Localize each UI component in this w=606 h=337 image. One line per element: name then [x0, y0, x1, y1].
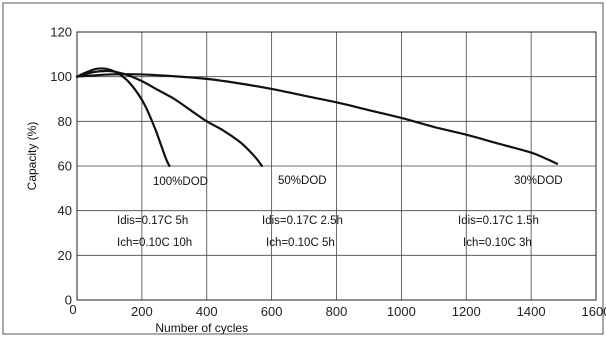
x-tick-label: 1200 — [452, 304, 481, 319]
annotation-idis-30: Idis=0.17C 1.5h — [458, 215, 539, 227]
annotation-label-100: 100%DOD — [153, 176, 208, 188]
x-axis-label: Number of cycles — [155, 321, 248, 335]
annotation-idis-100: Idis=0.17C 5h — [117, 215, 188, 227]
y-tick-label: 80 — [58, 114, 72, 129]
y-axis-label: Capacity (%) — [25, 122, 39, 191]
x-tick-label: 400 — [196, 304, 218, 319]
x-tick-label: 1400 — [517, 304, 546, 319]
y-tick-label: 20 — [58, 248, 72, 263]
annotation-label-50: 50%DOD — [278, 175, 327, 187]
annotation-ich-100: Ich=0.10C 10h — [117, 237, 192, 249]
y-tick-label: 0 — [65, 293, 72, 308]
x-tick-label: 1600 — [582, 304, 606, 319]
x-tick-label: 0 — [69, 302, 76, 317]
series-line-3 — [75, 73, 559, 165]
x-tick-label: 1000 — [387, 304, 416, 319]
annotation-idis-50: Idis=0.17C 2.5h — [262, 215, 343, 227]
y-tick-label: 100 — [50, 69, 72, 84]
series-line-1 — [75, 67, 171, 168]
y-tick-label: 120 — [50, 25, 72, 40]
annotation-label-30: 30%DOD — [514, 175, 563, 187]
y-tick-label: 60 — [58, 159, 72, 174]
x-tick-label: 600 — [261, 304, 283, 319]
plot-border — [76, 31, 597, 301]
x-tick-label: 800 — [326, 304, 348, 319]
annotation-ich-50: Ich=0.10C 5h — [266, 237, 335, 249]
series-line-2 — [75, 69, 263, 168]
x-tick-label: 200 — [131, 304, 153, 319]
y-tick-label: 40 — [58, 203, 72, 218]
annotation-ich-30: Ich=0.10C 3h — [463, 237, 532, 249]
